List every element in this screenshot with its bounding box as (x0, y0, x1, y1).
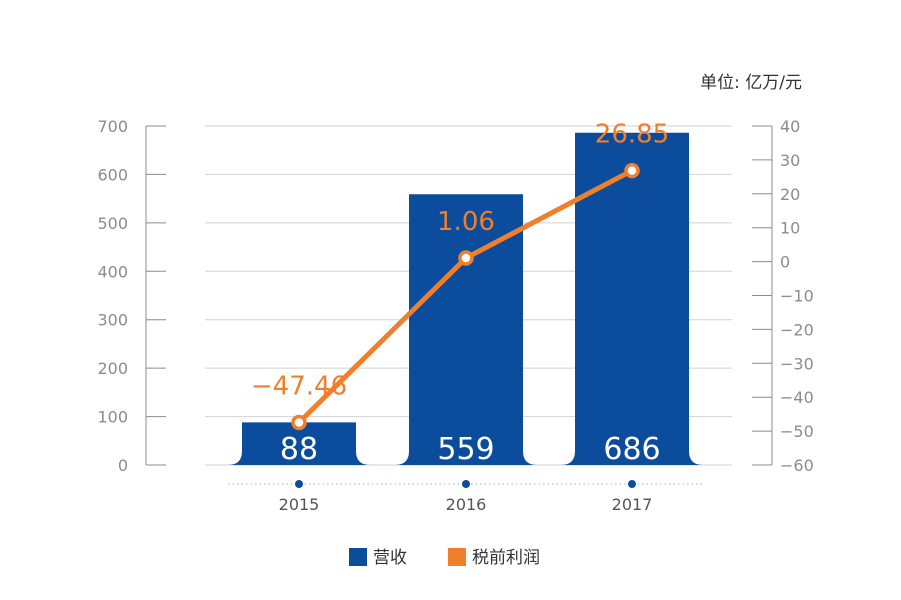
right-tick-label-1: −50 (780, 422, 814, 441)
x-tick-label-2015: 2015 (279, 495, 320, 514)
right-tick-label-8: 20 (780, 185, 800, 204)
right-axis: −60 −50 −40 −30 −20 −10 0 10 20 30 40 (752, 117, 814, 475)
left-tick-label-2: 200 (97, 359, 128, 378)
right-tick-label-9: 30 (780, 151, 800, 170)
left-tick-label-5: 500 (97, 214, 128, 233)
x-tick-label-2016: 2016 (446, 495, 487, 514)
x-axis: 2015 2016 2017 (228, 480, 705, 514)
legend-swatch-revenue (349, 548, 367, 566)
right-tick-label-5: −10 (780, 287, 814, 306)
left-tick-label-4: 400 (97, 262, 128, 281)
bar-label-2015: 88 (280, 432, 318, 467)
bar-label-2016: 559 (437, 432, 494, 467)
left-tick-label-3: 300 (97, 311, 128, 330)
profit-point-2017 (624, 162, 640, 179)
x-tick-dot-2017 (628, 480, 636, 488)
bar-2015 (228, 422, 370, 465)
right-tick-label-6: 0 (780, 253, 790, 272)
left-axis: 0 100 200 300 400 500 600 700 (97, 117, 166, 475)
unit-label: 单位: 亿万/元 (700, 73, 802, 93)
right-tick-label-4: −20 (780, 320, 814, 339)
x-tick-label-2017: 2017 (612, 495, 653, 514)
bar-series: 88 559 686 (228, 132, 703, 467)
profit-label-2015: −47.46 (251, 371, 347, 401)
legend-swatch-profit (448, 548, 466, 566)
legend-label-revenue: 营收 (373, 548, 407, 568)
profit-point-2016 (458, 250, 474, 266)
bar-label-2017: 686 (603, 432, 660, 467)
bar-2016 (395, 194, 537, 465)
right-tick-label-3: −30 (780, 354, 814, 373)
right-tick-label-7: 10 (780, 219, 800, 238)
left-tick-label-7: 700 (97, 117, 128, 136)
right-tick-label-2: −40 (780, 388, 814, 407)
legend-label-profit: 税前利润 (472, 548, 540, 568)
right-tick-label-10: 40 (780, 117, 800, 136)
profit-label-2016: 1.06 (437, 207, 495, 237)
left-tick-label-1: 100 (97, 408, 128, 427)
left-tick-label-0: 0 (118, 456, 128, 475)
right-tick-label-0: −60 (780, 456, 814, 475)
line-series: −47.46 1.06 26.85 (251, 120, 669, 431)
left-tick-label-6: 600 (97, 165, 128, 184)
legend: 营收 税前利润 (349, 548, 540, 568)
x-tick-dot-2015 (295, 480, 303, 488)
x-tick-dot-2016 (462, 480, 470, 488)
profit-label-2017: 26.85 (595, 120, 669, 150)
profit-point-2015 (291, 414, 307, 431)
bar-2017 (561, 132, 703, 465)
